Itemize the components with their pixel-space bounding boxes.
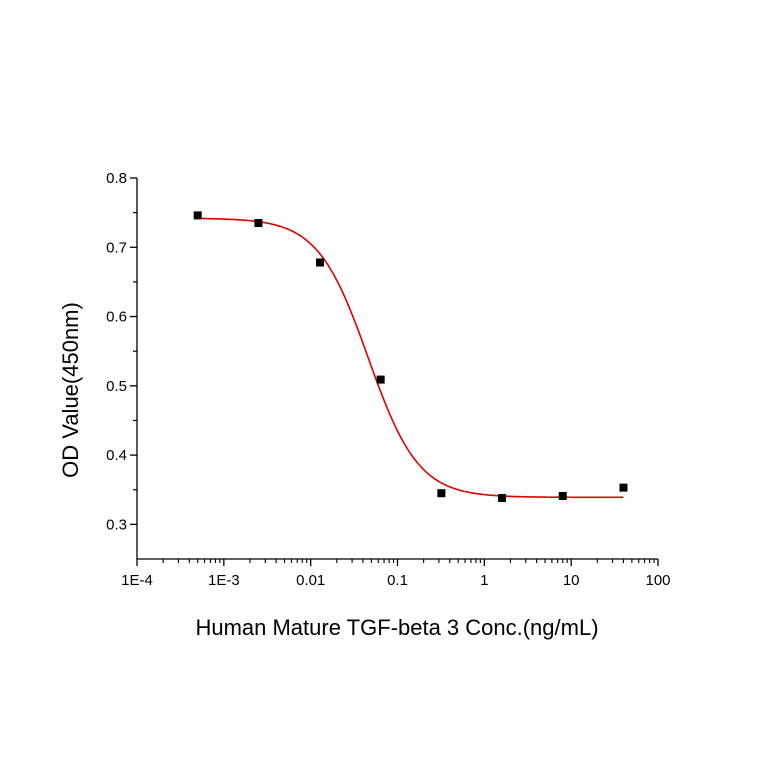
data-point <box>619 483 628 492</box>
data-point <box>558 491 567 500</box>
fit-curve-layer <box>197 217 624 499</box>
x-tick-label: 1E-3 <box>208 572 240 589</box>
y-tick-label: 0.7 <box>106 239 127 256</box>
data-point <box>437 489 446 498</box>
x-tick-label: 1 <box>480 572 488 589</box>
y-tick-label: 0.5 <box>106 378 127 395</box>
data-point <box>315 258 324 267</box>
x-axis: 1E-4 1E-3 0.01 0.1 1 10 100 <box>121 558 671 589</box>
y-axis: 0.3 0.4 0.5 0.6 0.7 0.8 <box>106 170 138 559</box>
x-tick-label: 100 <box>645 572 670 589</box>
x-tick-label: 0.01 <box>296 572 325 589</box>
fit-curve <box>197 217 624 499</box>
data-point <box>254 219 263 228</box>
x-tick-label: 10 <box>563 572 580 589</box>
x-tick-label: 0.1 <box>387 572 408 589</box>
x-tick-label: 1E-4 <box>121 572 153 589</box>
x-axis-title: Human Mature TGF-beta 3 Conc.(ng/mL) <box>195 615 598 640</box>
data-point <box>498 494 507 503</box>
y-axis-title: OD Value(450nm) <box>58 302 83 478</box>
y-tick-label: 0.8 <box>106 170 127 187</box>
y-tick-label: 0.4 <box>106 447 127 464</box>
y-tick-label: 0.3 <box>106 516 127 533</box>
data-points-layer <box>193 211 628 503</box>
data-point <box>376 375 385 384</box>
data-point <box>193 211 202 220</box>
y-tick-label: 0.6 <box>106 309 127 326</box>
